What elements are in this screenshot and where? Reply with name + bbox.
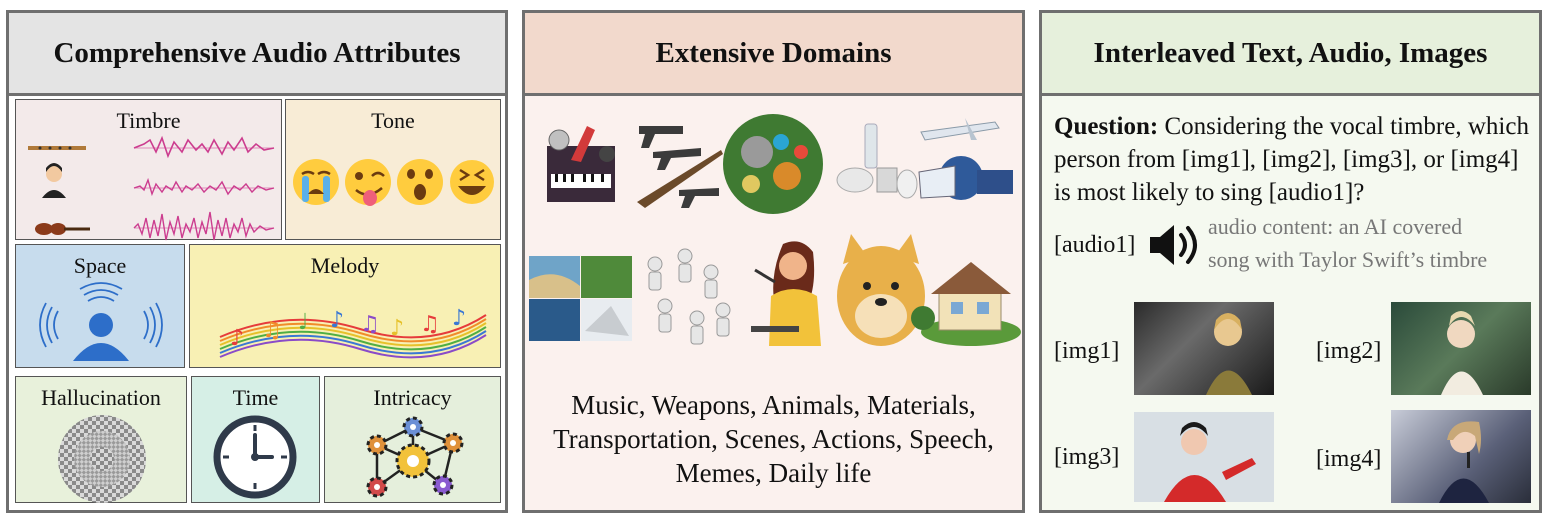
speaker-icon[interactable] xyxy=(1142,220,1204,270)
listener-icon xyxy=(73,313,129,361)
crying-emoji-icon xyxy=(293,159,339,205)
time-label: Time xyxy=(232,385,279,410)
img4-label: [img4] xyxy=(1316,446,1382,472)
melody-cell: Melody ♪ ♫ ♩ ♪ ♫ ♪ ♫ ♪ xyxy=(189,244,501,368)
domains-line-3: Memes, Daily life xyxy=(675,458,872,488)
timbre-label: Timbre xyxy=(116,108,181,133)
meme-doge-image xyxy=(837,234,925,346)
question: Question: Considering the vocal timbre, … xyxy=(1054,110,1529,209)
sound-waves-icon xyxy=(39,282,163,348)
timbre-cell: Timbre xyxy=(15,99,282,241)
actions-image xyxy=(647,248,731,345)
question-text: Considering the vocal timbre, which pers… xyxy=(1054,113,1529,206)
speech-image xyxy=(751,241,821,346)
img2-photo[interactable] xyxy=(1391,302,1531,395)
scenes-image xyxy=(529,256,632,341)
waveform-1 xyxy=(133,135,275,159)
materials-image xyxy=(836,123,918,199)
question-label: Question: xyxy=(1054,113,1159,140)
transportation-image xyxy=(918,118,1013,200)
img1-photo[interactable] xyxy=(1134,302,1274,395)
clock-icon xyxy=(213,415,297,499)
domains-title: Extensive Domains xyxy=(525,13,1022,96)
intricacy-cell: Intricacy xyxy=(324,376,501,503)
daily-life-house-image xyxy=(911,262,1021,346)
audio-tag: [audio1] xyxy=(1054,232,1136,258)
audio-attributes-panel: Comprehensive Audio Attributes Timbre xyxy=(6,10,508,513)
music-instruments-image xyxy=(547,126,615,202)
space-cell: Space xyxy=(15,244,185,368)
waveform-2 xyxy=(133,177,275,197)
domain-images xyxy=(529,114,1021,346)
interleaved-panel: Interleaved Text, Audio, Images Question… xyxy=(1039,10,1542,513)
interleaved-title: Interleaved Text, Audio, Images xyxy=(1042,13,1539,96)
img2-label: [img2] xyxy=(1316,338,1382,364)
svg-text:♪: ♪ xyxy=(452,306,466,331)
svg-text:♪: ♪ xyxy=(390,316,404,341)
svg-text:♫: ♫ xyxy=(420,312,440,337)
waveform-3 xyxy=(133,211,275,241)
svg-text:♫: ♫ xyxy=(360,312,380,337)
person-silhouette-1 xyxy=(1206,313,1252,395)
optical-illusion-icon xyxy=(58,415,146,503)
img4-photo[interactable] xyxy=(1391,410,1531,503)
space-label: Space xyxy=(73,253,127,278)
tone-label: Tone xyxy=(371,108,415,133)
interleaved-body: Question: Considering the vocal timbre, … xyxy=(1042,96,1539,510)
hallucination-cell: Hallucination xyxy=(15,376,187,503)
intricacy-label: Intricacy xyxy=(373,385,452,410)
weapons-image xyxy=(637,126,723,208)
svg-text:♩: ♩ xyxy=(298,310,308,335)
hallucination-label: Hallucination xyxy=(41,385,161,410)
gears-network-icon xyxy=(366,416,464,498)
flute-icon xyxy=(28,146,86,150)
music-staff-illustration: ♪ ♫ ♩ ♪ ♫ ♪ ♫ ♪ xyxy=(219,306,487,359)
laughing-emoji-icon xyxy=(450,160,494,204)
winking-tongue-emoji-icon xyxy=(345,159,391,206)
svg-text:♫: ♫ xyxy=(262,318,282,343)
tone-emojis xyxy=(293,159,494,206)
time-cell: Time xyxy=(191,376,320,503)
domains-line-2: Transportation, Scenes, Actions, Speech, xyxy=(553,424,994,454)
audio-note-line-2: song with Taylor Swift’s timbre xyxy=(1208,247,1488,272)
svg-text:♪: ♪ xyxy=(330,308,344,333)
domains-line-1: Music, Weapons, Animals, Materials, xyxy=(571,390,976,420)
audio-note-line-1: audio content: an AI covered xyxy=(1208,214,1463,239)
audio-attributes-title: Comprehensive Audio Attributes xyxy=(9,13,505,96)
person-silhouette-2 xyxy=(1441,311,1483,395)
person-silhouette-3 xyxy=(1164,422,1256,502)
tone-cell: Tone xyxy=(285,99,501,240)
img3-label: [img3] xyxy=(1054,444,1120,470)
timbre-illustration xyxy=(28,135,275,241)
svg-text:♪: ♪ xyxy=(230,326,244,351)
domains-panel: Extensive Domains xyxy=(522,10,1025,513)
space-illustration xyxy=(39,282,163,361)
animals-image xyxy=(723,114,823,214)
shocked-emoji-icon xyxy=(397,159,443,205)
person-silhouette-4 xyxy=(1439,421,1489,503)
violin-icon xyxy=(35,223,90,235)
img1-label: [img1] xyxy=(1054,338,1120,364)
img3-photo[interactable] xyxy=(1134,412,1274,502)
melody-label: Melody xyxy=(310,253,380,278)
singer-icon xyxy=(42,163,66,198)
